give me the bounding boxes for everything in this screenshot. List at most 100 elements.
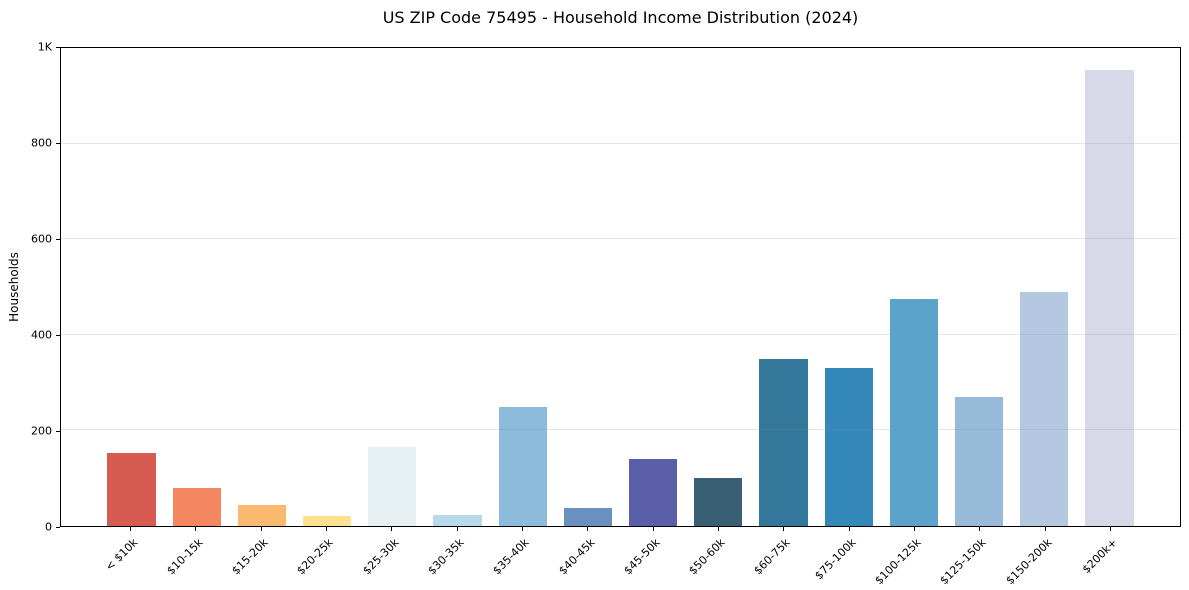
x-tick-label-60-75k: $60-75k (751, 536, 793, 578)
x-tick-slot (163, 527, 228, 531)
x-tick-mark (391, 527, 393, 531)
plot-area (60, 47, 1181, 527)
x-tick-label-30-35k: $30-35k (425, 536, 467, 578)
y-tick-mark (56, 527, 60, 528)
bar-100-125k (889, 298, 938, 526)
bar-slot (99, 48, 164, 526)
x-tick-mark (260, 527, 262, 531)
x-tick-slot (1012, 527, 1077, 531)
x-tick-slot (1078, 527, 1143, 531)
bar-slot (816, 48, 881, 526)
bar-200k (1085, 69, 1134, 526)
bar-slot (751, 48, 816, 526)
bar-20-25k (303, 516, 352, 526)
x-tick-label-10-15k: $10-15k (163, 536, 206, 578)
bar-slot (360, 48, 425, 526)
x-tick-slot (425, 527, 490, 531)
x-tick-mark (783, 527, 785, 531)
y-tick-mark (56, 335, 60, 336)
bar-60-75k (759, 358, 808, 526)
bar-150-200k (1020, 291, 1069, 526)
x-label-slot: $200k+ (1078, 534, 1143, 584)
x-label-slot: $35-40k (490, 534, 555, 584)
bars-row (61, 48, 1180, 526)
x-tick-slot (229, 527, 294, 531)
x-tick-mark (195, 527, 197, 531)
bar-75-100k (824, 368, 873, 526)
y-tick-mark (56, 47, 60, 48)
x-tick-mark (717, 527, 719, 531)
bar-slot (295, 48, 360, 526)
bar-slot (881, 48, 946, 526)
y-tick-mark (56, 239, 60, 240)
x-label-slot: $10-15k (163, 534, 228, 584)
y-tick-mark (56, 431, 60, 432)
x-tick-slot (490, 527, 555, 531)
bar-45-50k (628, 459, 678, 526)
x-tick-label-75-100k: $75-100k (812, 536, 859, 583)
bar-slot (164, 48, 229, 526)
x-label-slot: $30-35k (425, 534, 490, 584)
bar-slot (490, 48, 555, 526)
bar-50-60k (694, 478, 743, 526)
bar-35-40k (498, 407, 547, 526)
y-tick-label-1K: 1K (37, 40, 52, 54)
y-axis-label: Households (7, 252, 21, 322)
bar-40-45k (563, 507, 613, 526)
bar-slot (555, 48, 620, 526)
x-tick-mark (652, 527, 654, 531)
x-tick-mark (522, 527, 524, 531)
y-tick-label-0: 0 (45, 520, 52, 534)
x-tick-mark (587, 527, 589, 531)
x-tick-mark (979, 527, 981, 531)
x-label-slot: $50-60k (686, 534, 751, 584)
x-tick-mark (326, 527, 328, 531)
y-tick-label-200: 200 (31, 424, 52, 438)
x-label-slot: $40-45k (555, 534, 620, 584)
y-tick-label-400: 400 (31, 328, 52, 342)
x-label-slot: $25-30k (359, 534, 424, 584)
bar-25-30k (368, 447, 417, 526)
x-tick-label-25-30k: $25-30k (359, 536, 402, 578)
x-label-slot: $150-200k (1003, 534, 1077, 587)
bar-10-15k (172, 487, 221, 526)
y-tick-label-800: 800 (31, 136, 52, 150)
x-tick-slot (686, 527, 751, 531)
bar-30-35k (433, 514, 482, 526)
x-label-slot: $45-50k (621, 534, 686, 584)
bar-slot (946, 48, 1011, 526)
bar-slot (686, 48, 751, 526)
bar-125-150k (954, 396, 1004, 526)
x-tick-label-200k: $200k+ (1079, 536, 1120, 577)
x-tick-label-40-45k: $40-45k (555, 536, 598, 578)
y-tick-mark (56, 143, 60, 144)
x-axis-tick-labels: < $10k $10-15k $15-20k $20-25k $25-30k $30-35… (60, 534, 1181, 587)
x-tick-label-50-60k: $50-60k (686, 536, 728, 578)
x-tick-label-35-40k: $35-40k (490, 536, 532, 578)
x-tick-slot (947, 527, 1012, 531)
chart-title: US ZIP Code 75495 - Household Income Dis… (382, 8, 859, 27)
x-label-slot: $15-20k (229, 534, 294, 584)
x-tick-mark (130, 527, 132, 531)
x-tick-mark (1044, 527, 1046, 531)
x-tick-mark (913, 527, 915, 531)
x-axis-tick-marks (60, 527, 1181, 531)
x-tick-slot (751, 527, 816, 531)
x-label-slot: $60-75k (751, 534, 816, 584)
bar-slot (229, 48, 294, 526)
x-tick-slot (555, 527, 620, 531)
x-tick-label-20-25k: $20-25k (294, 536, 336, 578)
x-tick-slot (294, 527, 359, 531)
bar-slot (425, 48, 490, 526)
bar-slot (1077, 48, 1142, 526)
x-label-slot: $125-150k (938, 534, 1012, 587)
x-tick-slot (359, 527, 424, 531)
bar-slot (621, 48, 686, 526)
x-tick-label-10k: < $10k (102, 536, 140, 574)
bar-slot (1012, 48, 1077, 526)
x-tick-label-45-50k: $45-50k (621, 536, 663, 578)
x-tick-slot (621, 527, 686, 531)
x-tick-slot (816, 527, 881, 531)
bar-15-20k (237, 504, 287, 526)
bar-10k (107, 453, 156, 526)
